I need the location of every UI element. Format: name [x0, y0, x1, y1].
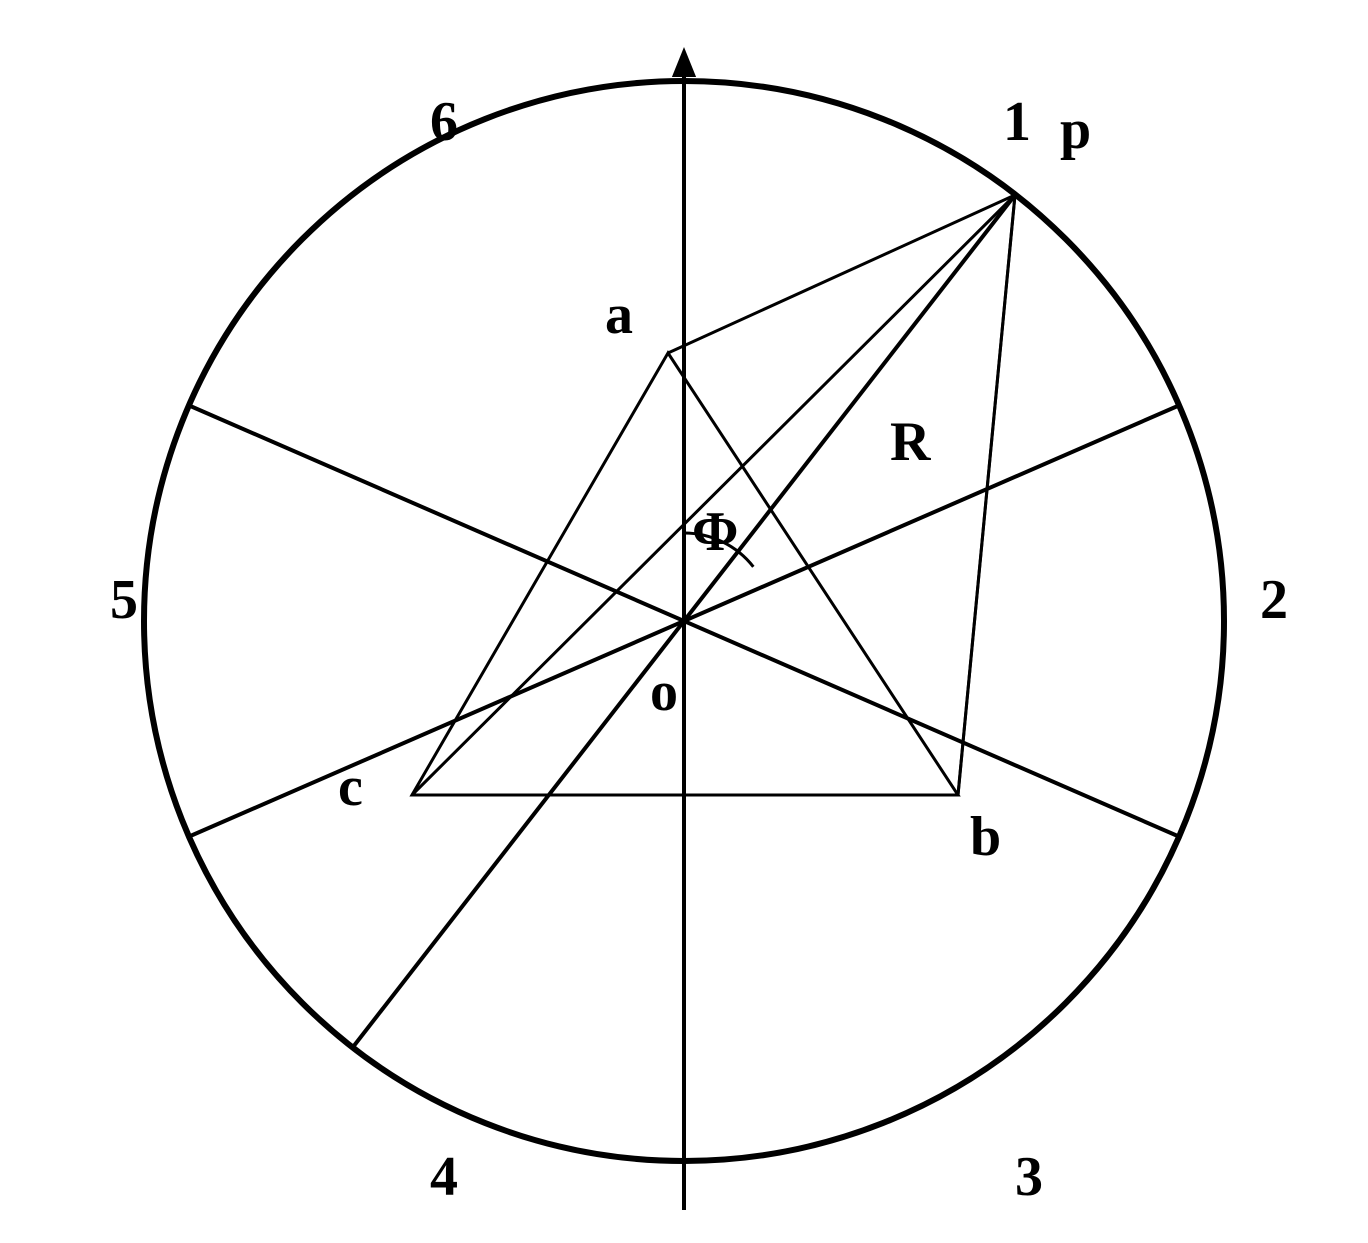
label-c: c: [338, 755, 363, 819]
label-phi: Φ: [692, 500, 738, 564]
label-a: a: [605, 283, 633, 347]
label-4: 4: [430, 1145, 458, 1209]
label-2: 2: [1260, 568, 1288, 632]
label-b: b: [970, 805, 1001, 869]
label-5: 5: [110, 568, 138, 632]
label-p: p: [1060, 98, 1091, 162]
label-o: o: [650, 660, 678, 724]
diagram-svg: [0, 0, 1368, 1243]
label-1: 1: [1003, 90, 1031, 154]
label-6: 6: [430, 90, 458, 154]
label-3: 3: [1015, 1145, 1043, 1209]
label-R: R: [890, 410, 930, 474]
